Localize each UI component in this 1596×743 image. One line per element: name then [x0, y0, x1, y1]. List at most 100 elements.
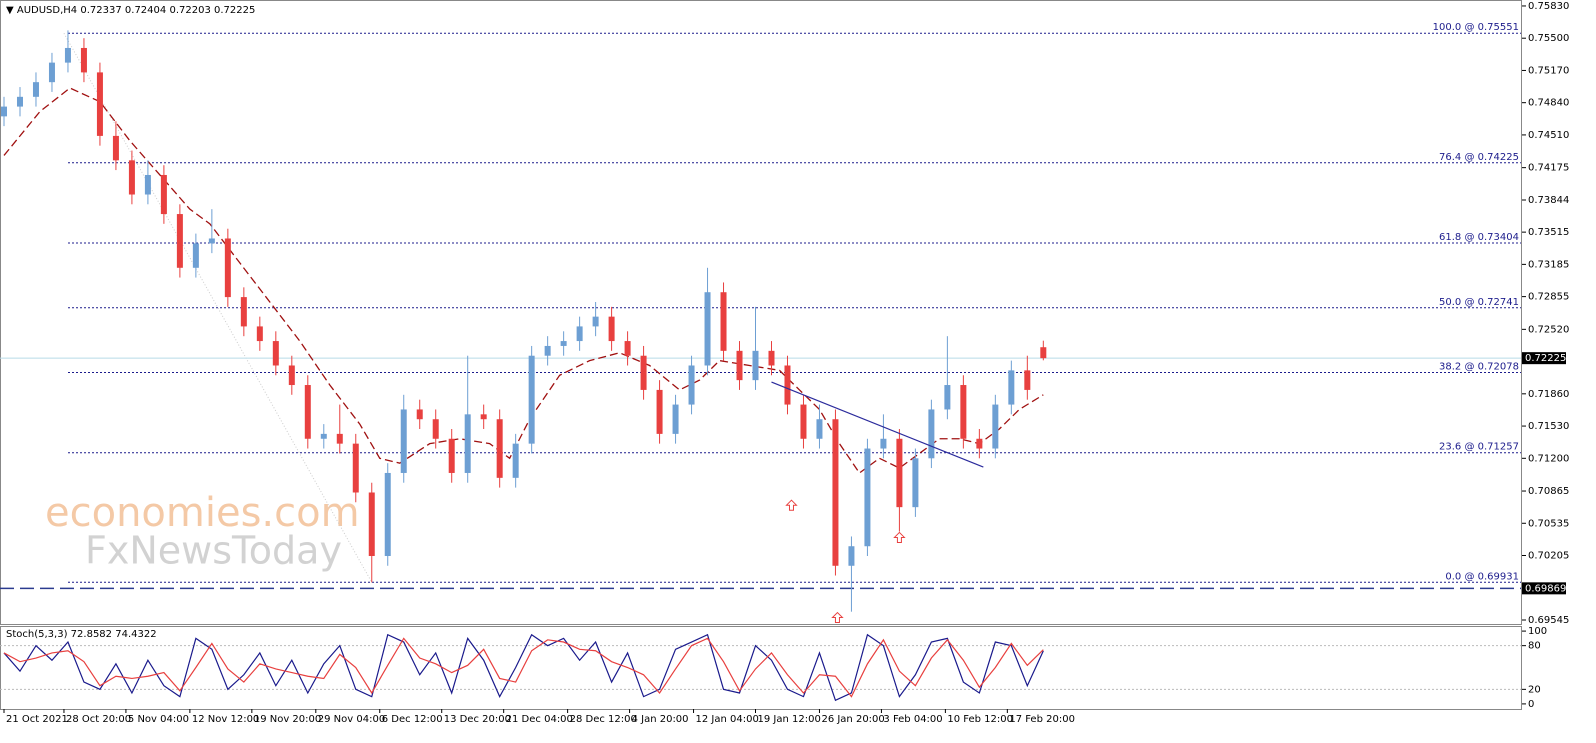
candle-body: [848, 546, 855, 566]
y-tick-label: 0.73185: [1528, 259, 1569, 270]
fib-label: 0.0 @ 0.69931: [1445, 571, 1519, 582]
candle-body: [592, 316, 599, 327]
candle-body: [576, 326, 583, 342]
candle-body: [768, 350, 775, 366]
candle-body: [272, 341, 279, 366]
candle-body: [832, 419, 839, 566]
fib-label: 76.4 @ 0.74225: [1439, 152, 1519, 163]
y-tick-label: 0.74175: [1528, 163, 1569, 174]
fib-label: 50.0 @ 0.72741: [1439, 297, 1519, 308]
x-tick-label: 3 Feb 04:00: [883, 714, 942, 725]
candle-body: [16, 96, 23, 107]
candle-body: [928, 409, 935, 459]
y-tick-label: 0.74510: [1528, 130, 1569, 141]
y-tick-label: 0.72520: [1528, 324, 1569, 335]
ohlc-high: 0.72404: [125, 5, 166, 16]
stoch-line: [3, 637, 1044, 698]
candle-body: [48, 62, 55, 83]
arrow: [785, 499, 798, 511]
x-tick-label: 10 Feb 12:00: [947, 714, 1013, 725]
y-tick-label: 0.70865: [1528, 486, 1569, 497]
stoch-title: Stoch(5,3,3): [6, 629, 68, 640]
candle-body: [32, 82, 39, 97]
candle-body: [704, 292, 711, 366]
x-tick-label: 5 Nov 04:00: [128, 714, 189, 725]
y-tick-label: 0: [1528, 699, 1534, 710]
candle-body: [368, 492, 375, 557]
candle-body: [896, 438, 903, 508]
moving-average: [3, 87, 1044, 474]
candle-body: [608, 316, 615, 342]
arrow: [831, 611, 844, 624]
candle-body: [784, 365, 791, 405]
y-tick-label: 0.73844: [1528, 195, 1569, 206]
candle-body: [624, 341, 631, 356]
candle-body: [736, 350, 743, 381]
candle-body: [224, 238, 231, 298]
candle-body: [192, 243, 199, 268]
candle-body: [880, 438, 887, 449]
y-tick-label: 0.71860: [1528, 389, 1569, 400]
symbol: AUDUSD,H4: [17, 5, 77, 16]
y-tick-label: 0.75500: [1528, 33, 1569, 44]
stoch-d: 74.4322: [115, 629, 156, 640]
y-tick-label: 0.73515: [1528, 227, 1569, 238]
candle-body: [0, 106, 7, 117]
candle-body: [80, 47, 87, 73]
x-tick-label: 19 Nov 20:00: [254, 714, 321, 725]
candle-body: [1008, 370, 1015, 405]
y-tick-label: 0.75170: [1528, 65, 1569, 76]
fib-label: 23.6 @ 0.71257: [1439, 442, 1519, 453]
candle-body: [400, 409, 407, 473]
candle-body: [416, 409, 423, 420]
candle-body: [816, 419, 823, 439]
x-tick-label: 28 Dec 12:00: [570, 714, 637, 725]
candle-body: [256, 326, 263, 342]
price-panel-frame: [0, 0, 1522, 625]
y-tick-label: 0.72855: [1528, 292, 1569, 303]
y-tick-label: 0.75830: [1528, 1, 1569, 12]
y-tick-label: 100: [1528, 626, 1547, 637]
candle-body: [96, 72, 103, 136]
candle-body: [160, 174, 167, 215]
candle-body: [496, 419, 503, 478]
y-tick-label: 0.70205: [1528, 551, 1569, 562]
candle-body: [1040, 347, 1047, 359]
candle-body: [320, 433, 327, 439]
fib-label: 100.0 @ 0.75551: [1433, 22, 1519, 33]
x-tick-label: 28 Oct 20:00: [66, 714, 131, 725]
candle-body: [112, 135, 119, 161]
x-tick-label: 4 Jan 20:00: [632, 714, 689, 725]
candle-body: [656, 389, 663, 434]
stoch-header: Stoch(5,3,3) 72.8582 74.4322: [6, 629, 157, 640]
candle-body: [528, 355, 535, 444]
candle-body: [688, 365, 695, 405]
x-tick-label: 12 Jan 04:00: [696, 714, 759, 725]
candle-body: [384, 472, 391, 557]
candle-body: [912, 458, 919, 508]
y-tick-label: 80: [1528, 641, 1541, 652]
candle-body: [512, 443, 519, 478]
x-tick-label: 26 Jan 20:00: [821, 714, 884, 725]
x-tick-label: 6 Dec 12:00: [382, 714, 443, 725]
candle-body: [464, 414, 471, 473]
candle-body: [304, 385, 311, 439]
candle-body: [352, 443, 359, 493]
candle-body: [960, 385, 967, 439]
trendline: [771, 381, 984, 468]
candle-body: [864, 448, 871, 547]
candle-body: [976, 438, 983, 449]
ohlc-low: 0.72203: [169, 5, 210, 16]
watermark: FxNewsToday: [85, 529, 342, 573]
fib-label: 38.2 @ 0.72078: [1439, 362, 1519, 373]
candle-body: [800, 404, 807, 439]
candle-body: [176, 214, 183, 268]
candle-body: [944, 385, 951, 410]
stoch-line: [3, 633, 1044, 702]
candle-body: [432, 419, 439, 439]
candle-body: [640, 355, 647, 390]
y-tick-label: 0.74840: [1528, 98, 1569, 109]
hline-label-box: [1522, 582, 1566, 595]
candle-body: [992, 404, 999, 449]
